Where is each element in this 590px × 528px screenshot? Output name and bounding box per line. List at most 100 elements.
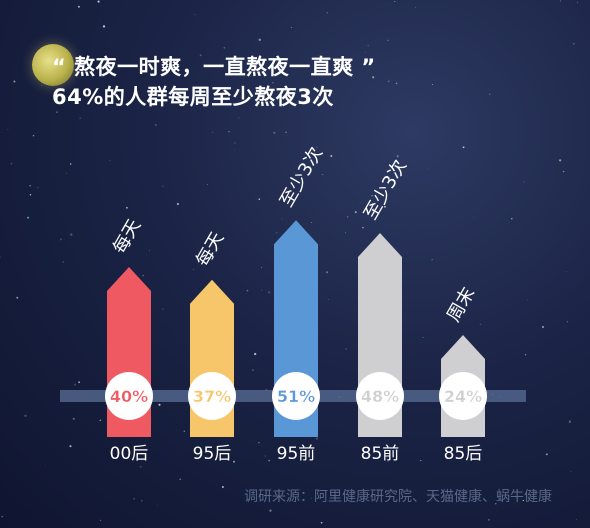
star-dot xyxy=(362,227,364,229)
star-dot xyxy=(524,354,527,356)
category-label: 95后 xyxy=(193,444,232,464)
value-badge xyxy=(356,372,404,420)
star-dot xyxy=(72,417,75,420)
star-dot xyxy=(473,217,474,218)
star-dot xyxy=(570,471,572,473)
star-dot xyxy=(141,500,143,502)
star-dot xyxy=(387,80,390,83)
star-dot xyxy=(223,47,226,49)
star-dot xyxy=(327,298,329,300)
frequency-label: 周末 xyxy=(443,284,479,326)
star-dot xyxy=(70,163,72,165)
star-dot xyxy=(133,498,135,500)
star-dot xyxy=(268,291,271,294)
value-label: 24% xyxy=(444,387,482,406)
star-dot xyxy=(273,131,276,134)
value-label: 40% xyxy=(110,387,148,406)
star-dot xyxy=(383,205,386,208)
frequency-label: 每天 xyxy=(109,216,145,258)
star-dot xyxy=(29,185,31,187)
star-dot xyxy=(0,256,1,258)
star-dot xyxy=(194,14,196,15)
value-badge xyxy=(105,372,153,420)
star-dot xyxy=(99,419,102,422)
star-dot xyxy=(415,7,417,9)
frequency-label: 至少3次 xyxy=(360,156,411,223)
star-dot xyxy=(69,445,72,448)
star-dot xyxy=(1,515,4,518)
star-dot xyxy=(233,460,235,463)
star-dot xyxy=(10,162,13,165)
star-dot xyxy=(74,383,77,386)
star-dot xyxy=(367,44,369,47)
star-dot xyxy=(24,414,27,417)
star-dot xyxy=(109,160,111,161)
title-line-1: “ 熬夜一时爽，一直熬夜一直爽 ” xyxy=(52,55,376,79)
star-dot xyxy=(427,168,429,170)
frequency-label: 每天 xyxy=(192,229,228,271)
star-dot xyxy=(320,521,323,524)
star-dot xyxy=(162,185,164,187)
star-dot xyxy=(37,187,39,189)
star-dot xyxy=(276,232,278,234)
star-dot xyxy=(387,461,389,462)
star-dot xyxy=(258,198,261,200)
star-dot xyxy=(568,420,572,423)
category-label: 95前 xyxy=(277,444,316,464)
moon-icon xyxy=(32,44,74,86)
star-dot xyxy=(261,267,262,268)
category-label: 85前 xyxy=(361,444,400,464)
star-dot xyxy=(261,289,262,291)
star-dot xyxy=(254,352,257,356)
star-dot xyxy=(559,159,562,162)
star-dot xyxy=(238,117,240,119)
star-dot xyxy=(55,111,59,114)
star-dot xyxy=(489,93,491,95)
star-dot xyxy=(13,80,16,83)
star-dot xyxy=(577,2,578,4)
star-dot xyxy=(511,218,513,220)
star-dot xyxy=(142,274,145,277)
category-label: 85后 xyxy=(444,444,483,464)
star-dot xyxy=(462,146,465,149)
star-dot xyxy=(172,64,174,66)
star-dot xyxy=(541,325,545,329)
star-dot xyxy=(322,173,324,175)
star-dot xyxy=(345,232,346,234)
star-dot xyxy=(565,271,567,272)
star-dot xyxy=(269,509,272,512)
star-dot xyxy=(87,87,89,89)
star-dot xyxy=(389,458,391,460)
chart-title: “ 熬夜一时爽，一直熬夜一直爽 ” 64%的人群每周至少熬夜3次 xyxy=(52,52,376,112)
star-dot xyxy=(140,466,142,468)
star-dot xyxy=(145,254,147,256)
star-dot xyxy=(207,184,208,186)
star-dot xyxy=(183,430,186,433)
star-dot xyxy=(233,142,236,144)
star-dot xyxy=(78,381,80,384)
star-dot xyxy=(59,238,62,241)
title-line-2: 64%的人群每周至少熬夜3次 xyxy=(52,85,334,109)
star-dot xyxy=(523,181,525,183)
star-dot xyxy=(79,117,81,119)
star-dot xyxy=(70,233,73,236)
star-dot xyxy=(431,259,433,261)
star-dot xyxy=(365,52,366,53)
star-dot xyxy=(102,25,106,28)
value-badge xyxy=(272,372,320,420)
star-dot xyxy=(495,503,497,505)
star-dot xyxy=(252,369,254,371)
star-dot xyxy=(566,321,569,323)
star-dot xyxy=(311,497,312,499)
star-dot xyxy=(97,0,100,3)
star-dot xyxy=(487,518,490,521)
star-dot xyxy=(41,84,42,86)
star-dot xyxy=(157,504,158,506)
star-dot xyxy=(575,518,578,520)
star-dot xyxy=(66,172,67,174)
star-dot xyxy=(559,0,562,2)
star-dot xyxy=(228,131,230,133)
star-dot xyxy=(359,202,361,204)
star-dot xyxy=(420,459,422,462)
